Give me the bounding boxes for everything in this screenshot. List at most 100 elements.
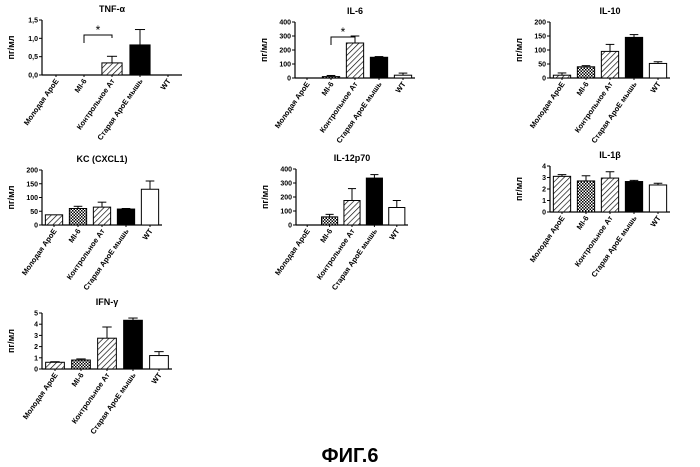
chart-panel: IL-12p70пг/мл0100200300400Молодая ApoEMI…	[260, 153, 408, 292]
y-tick-label: 2	[34, 344, 38, 351]
y-tick-label: 1,0	[28, 36, 38, 43]
y-tick-label: 150	[534, 34, 546, 41]
y-tick-label: 3	[542, 175, 546, 182]
x-tick-label: Старая ApoE мышь	[81, 227, 130, 292]
bar	[577, 181, 594, 212]
chart-title: KC (CXCL1)	[77, 154, 128, 164]
y-tick-label: 400	[279, 20, 291, 27]
chart-panel: IL-1βпг/мл01234Молодая ApoEMI-6Контрольн…	[514, 150, 670, 279]
figure-caption: ФИГ.6	[322, 445, 379, 467]
y-tick-label: 200	[26, 168, 38, 175]
x-tick-label: Молодая ApoE	[528, 214, 567, 264]
x-tick-label: WT	[649, 80, 663, 95]
x-tick-label: MI-6	[67, 227, 83, 244]
y-tick-label: 3	[34, 333, 38, 340]
bar	[389, 208, 405, 226]
y-tick-label: 5	[34, 311, 38, 318]
x-tick-label: MI-6	[70, 371, 86, 388]
bar	[322, 77, 339, 78]
y-tick-label: 200	[534, 20, 546, 27]
y-tick-label: 0	[34, 367, 38, 374]
y-axis-label: пг/мл	[514, 38, 524, 62]
bar	[553, 75, 570, 78]
y-tick-label: 100	[534, 48, 546, 55]
bar	[625, 37, 642, 78]
y-tick-label: 2	[542, 187, 546, 194]
bar	[45, 215, 62, 225]
bar	[553, 176, 570, 212]
y-axis-label: пг/мл	[259, 38, 269, 62]
bar	[150, 356, 169, 369]
bar	[394, 75, 411, 78]
x-tick-label: Молодая ApoE	[273, 80, 312, 130]
chart-title: IL-12p70	[334, 153, 371, 163]
y-tick-label: 4	[542, 164, 546, 171]
bar	[69, 209, 86, 226]
y-tick-label: 100	[280, 209, 292, 216]
chart-panel: IL-6пг/мл0100200300400Молодая ApoEMI-6Ко…	[259, 6, 415, 145]
bar	[46, 362, 65, 369]
y-tick-label: 50	[538, 62, 546, 69]
y-tick-label: 1,5	[28, 18, 38, 25]
chart-title: TNF-α	[99, 4, 125, 14]
x-tick-label: WT	[387, 227, 401, 242]
y-tick-label: 0	[288, 223, 292, 230]
bar	[649, 185, 666, 212]
x-tick-label: WT	[150, 371, 164, 386]
x-tick-label: MI-6	[73, 77, 89, 94]
bar	[601, 178, 618, 212]
bar	[141, 189, 158, 225]
y-tick-label: 200	[280, 195, 292, 202]
y-axis-label: пг/мл	[514, 177, 524, 201]
bar	[601, 51, 618, 78]
y-tick-label: 0	[542, 76, 546, 83]
x-tick-label: Молодая ApoE	[273, 227, 312, 277]
x-tick-label: WT	[394, 80, 408, 95]
chart-title: IFN-γ	[96, 297, 119, 307]
chart-title: IL-1β	[599, 150, 621, 160]
x-tick-label: Старая ApoE мышь	[589, 214, 638, 279]
x-tick-label: MI-6	[320, 80, 336, 97]
significance-label: *	[96, 23, 101, 37]
chart-title: IL-6	[347, 6, 363, 16]
y-tick-label: 400	[280, 167, 292, 174]
y-tick-label: 1	[542, 198, 546, 205]
x-tick-label: MI-6	[575, 80, 591, 97]
x-tick-label: Молодая ApoE	[22, 77, 61, 127]
bar	[370, 57, 387, 78]
y-tick-label: 200	[279, 48, 291, 55]
x-tick-label: Молодая ApoE	[20, 227, 59, 277]
y-tick-label: 300	[279, 34, 291, 41]
x-tick-label: Старая ApoE мышь	[334, 80, 383, 145]
x-tick-label: Старая ApoE мышь	[88, 371, 137, 436]
significance-label: *	[341, 25, 346, 39]
bar	[577, 67, 594, 78]
bar	[366, 178, 382, 225]
x-tick-label: WT	[649, 214, 663, 229]
bar	[130, 45, 150, 75]
bar	[102, 63, 122, 75]
y-tick-label: 0,5	[28, 54, 38, 61]
y-axis-label: пг/мл	[6, 329, 16, 353]
y-tick-label: 150	[26, 181, 38, 188]
y-axis-label: пг/мл	[260, 185, 270, 209]
bar	[649, 63, 666, 78]
bar	[322, 217, 338, 225]
y-tick-label: 50	[30, 209, 38, 216]
y-tick-label: 1	[34, 355, 38, 362]
chart-title: IL-10	[599, 6, 620, 16]
y-tick-label: 0	[542, 210, 546, 217]
x-tick-label: MI-6	[575, 214, 591, 231]
y-tick-label: 300	[280, 181, 292, 188]
x-tick-label: Молодая ApoE	[21, 371, 60, 421]
bar	[346, 43, 363, 78]
y-tick-label: 0	[287, 76, 291, 83]
bar	[625, 182, 642, 212]
chart-panel: IFN-γпг/мл012345Молодая ApoEMI-6Контроль…	[6, 297, 172, 436]
x-tick-label: WT	[141, 227, 155, 242]
y-tick-label: 4	[34, 322, 38, 329]
bar	[93, 207, 110, 225]
chart-panel: TNF-αпг/мл0,00,51,01,5Молодая ApoEMI-6Ко…	[6, 4, 182, 142]
bar	[124, 320, 143, 369]
